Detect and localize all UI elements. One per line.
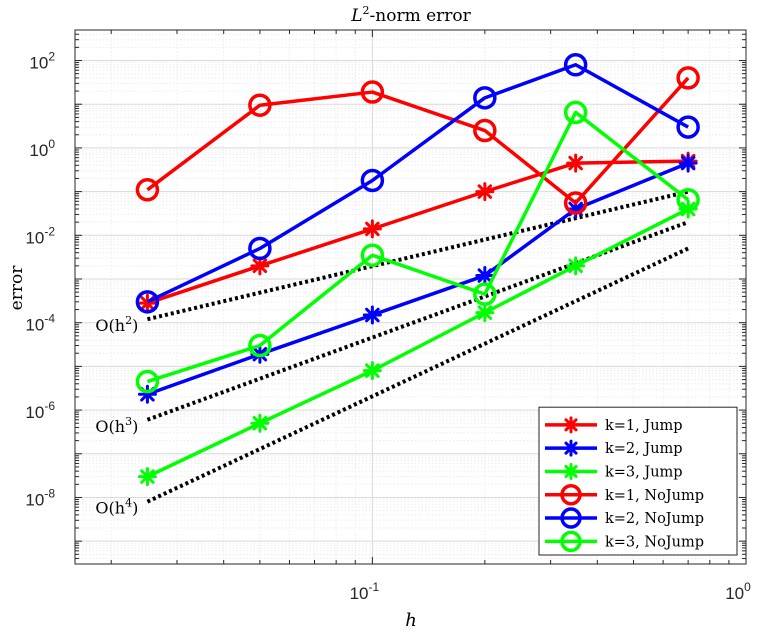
asterisk-marker (362, 219, 382, 239)
legend-entry: k=3, Jump (545, 462, 683, 480)
series-line (146, 207, 689, 479)
reference-labels: O(h2) O(h3) O(h4) (95, 314, 138, 517)
reference-lines (146, 189, 689, 504)
legend-entry: k=1, Jump (545, 416, 683, 434)
asterisk-marker (678, 153, 698, 173)
series-k-1-nojump (135, 66, 700, 215)
asterisk-marker (475, 182, 495, 202)
circle-marker (560, 530, 582, 553)
circle-marker (473, 118, 497, 143)
circle-marker (360, 168, 385, 193)
legend-label: k=2, Jump (605, 441, 683, 457)
asterisk-marker (566, 153, 586, 173)
asterisk-marker (362, 305, 382, 325)
x-axis-label: h (405, 610, 417, 631)
circle-marker (473, 86, 497, 110)
circle-marker (360, 243, 385, 267)
asterisk-marker (137, 467, 157, 487)
asterisk-marker (475, 303, 495, 323)
circle-marker (248, 93, 272, 117)
circle-marker (563, 191, 588, 215)
circle-marker (473, 282, 497, 306)
asterisk-marker (566, 256, 586, 276)
series-line (146, 63, 689, 304)
chart-title: L2-norm error (350, 4, 471, 26)
series-k-1-jump (137, 151, 698, 313)
legend-label: k=3, Jump (605, 464, 683, 480)
series-line (146, 110, 690, 384)
circle-marker (563, 100, 588, 125)
legend-entry: k=1, NoJump (545, 484, 704, 506)
asterisk-marker (562, 462, 580, 480)
plot-area-frame (74, 29, 747, 565)
axis-ticks: 10-1 100 10-8 10-6 10-4 10-2 100 102 (25, 29, 751, 603)
circle-marker (676, 66, 700, 90)
y-tick-label: 10-2 (25, 224, 55, 247)
legend-entry: k=2, NoJump (545, 507, 704, 529)
reference-line-label: O(h3) (95, 415, 138, 436)
circle-marker (560, 484, 582, 506)
asterisk-marker (562, 439, 580, 457)
legend: k=1, Jump k=2, Jump k=3, Jump k=1, NoJump k=… (538, 406, 738, 556)
legend-label: k=1, NoJump (605, 488, 704, 504)
circle-marker (360, 80, 385, 104)
circle-marker (676, 188, 700, 212)
y-tick-label: 102 (29, 50, 55, 73)
circle-marker (560, 507, 582, 529)
series-line (146, 159, 689, 305)
series-k-2-nojump (135, 53, 700, 314)
y-axis-label: error (7, 265, 27, 311)
y-tick-label: 10-6 (25, 399, 55, 422)
x-tick-label: 10-1 (350, 580, 380, 603)
series-line (146, 161, 689, 396)
legend-entry: k=3, NoJump (545, 530, 704, 553)
circle-marker (135, 178, 160, 202)
legend-label: k=3, NoJump (605, 534, 704, 550)
circle-marker (676, 115, 700, 139)
circle-marker (563, 53, 588, 77)
asterisk-marker (250, 413, 270, 433)
y-tick-label: 10-8 (25, 486, 55, 509)
legend-label: k=1, Jump (605, 418, 683, 434)
reference-line-label: O(h4) (95, 497, 138, 518)
series-k-3-nojump (135, 100, 700, 394)
asterisk-marker (250, 256, 270, 276)
data-series (135, 53, 700, 487)
y-tick-label: 10-4 (25, 312, 55, 335)
asterisk-marker (362, 361, 382, 381)
series-k-2-jump (137, 153, 698, 404)
circle-marker (135, 290, 160, 314)
circle-marker (135, 369, 160, 394)
legend-entry: k=2, Jump (545, 439, 683, 457)
reference-line-label: O(h2) (95, 314, 138, 335)
asterisk-marker (475, 266, 495, 286)
legend-label: k=2, NoJump (605, 511, 704, 527)
circle-marker (248, 333, 272, 358)
series-line (146, 76, 690, 205)
circle-marker (248, 236, 272, 261)
reference-line (146, 189, 689, 322)
y-tick-label: 100 (29, 137, 55, 160)
asterisk-marker (562, 416, 580, 434)
x-tick-label: 100 (725, 580, 751, 603)
